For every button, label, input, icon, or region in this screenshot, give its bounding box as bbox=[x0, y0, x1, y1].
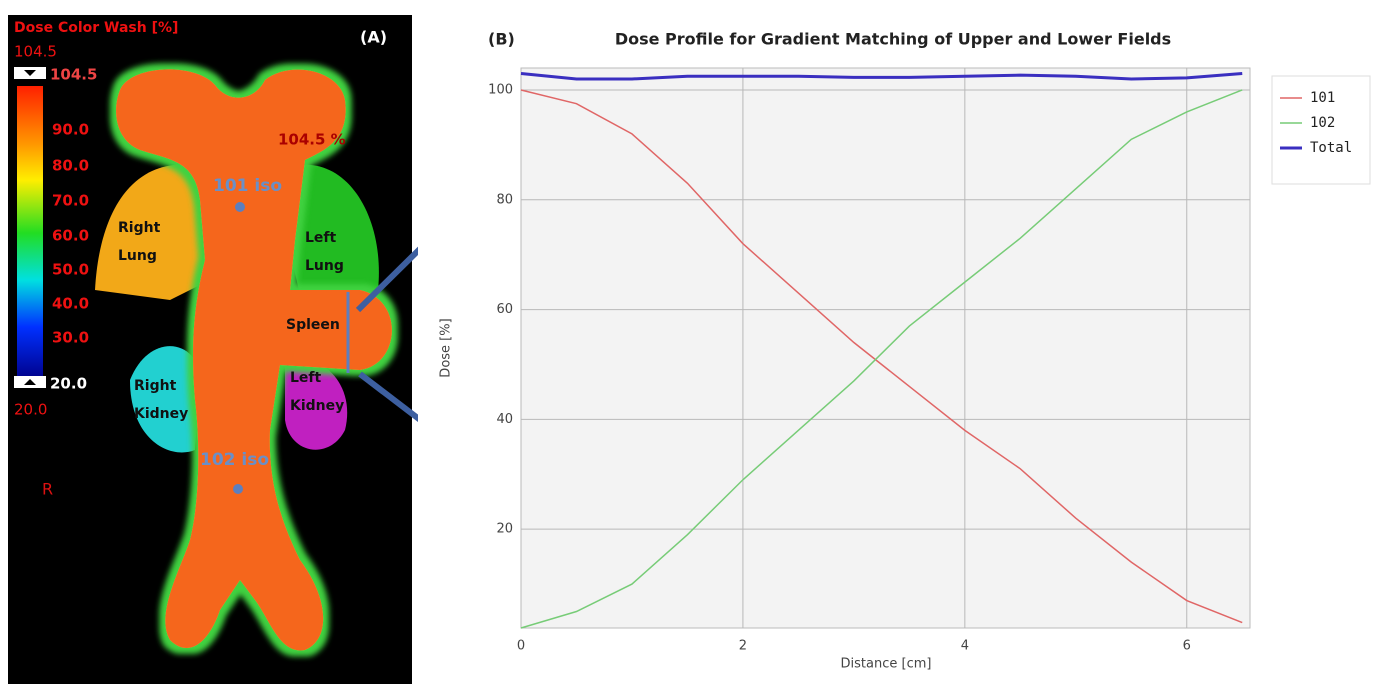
y-tick-label: 60 bbox=[496, 302, 513, 317]
right-lung bbox=[95, 164, 215, 300]
iso-label: 102 iso bbox=[200, 450, 269, 470]
chart: (B) Dose Profile for Gradient Matching o… bbox=[418, 30, 1380, 684]
organ-label: Lung bbox=[305, 258, 344, 274]
y-tick-label: 100 bbox=[488, 82, 513, 97]
dose-wash bbox=[116, 69, 392, 651]
organ-label: Kidney bbox=[134, 406, 188, 422]
colorbar-label: 70.0 bbox=[52, 192, 89, 210]
colorbar-label: 40.0 bbox=[52, 295, 89, 313]
x-tick-label: 2 bbox=[739, 639, 747, 654]
colorbar-title: Dose Color Wash [%] bbox=[14, 20, 178, 36]
organ-label: Spleen bbox=[286, 317, 340, 333]
colorbar-label: 60.0 bbox=[52, 227, 89, 245]
colorbar-label: 80.0 bbox=[52, 157, 89, 175]
y-tick-label: 80 bbox=[496, 192, 513, 207]
plot-area bbox=[520, 67, 1251, 629]
legend bbox=[1271, 75, 1371, 185]
data-line bbox=[520, 71, 1243, 81]
organ-label: Left bbox=[290, 370, 322, 386]
organ-label: Right bbox=[134, 378, 177, 394]
data-line bbox=[520, 89, 1243, 629]
legend-label: Total bbox=[1310, 140, 1352, 156]
data-line bbox=[520, 89, 1243, 624]
iso-label: 101 iso bbox=[213, 176, 282, 196]
orientation: R bbox=[42, 480, 53, 499]
left-lung bbox=[285, 164, 379, 295]
legend-label: 101 bbox=[1310, 90, 1335, 106]
x-tick-label: 6 bbox=[1183, 639, 1191, 654]
handle-icon bbox=[24, 70, 36, 76]
handle-icon bbox=[24, 379, 36, 385]
organ-label: Lung bbox=[118, 248, 157, 264]
y-axis-label: Dose [%] bbox=[439, 318, 454, 377]
x-axis-label: Distance [cm] bbox=[841, 657, 932, 672]
max-label: 104.5 bbox=[14, 43, 57, 61]
colorbar-label: 50.0 bbox=[52, 261, 89, 279]
left-kidney bbox=[285, 355, 348, 450]
hotspot-label: 104.5 % bbox=[278, 131, 346, 149]
iso-point bbox=[233, 484, 243, 494]
chart-title: Dose Profile for Gradient Matching of Up… bbox=[615, 30, 1171, 49]
panel-label: (B) bbox=[488, 30, 515, 49]
x-tick-label: 0 bbox=[517, 639, 525, 654]
min-marker: 20.0 bbox=[50, 375, 87, 393]
y-tick-label: 20 bbox=[496, 522, 513, 537]
colorbar-label: 90.0 bbox=[52, 121, 89, 139]
panel-label: (A) bbox=[360, 28, 387, 47]
min-label: 20.0 bbox=[14, 401, 47, 419]
organ-label: Right bbox=[118, 220, 161, 236]
x-tick-label: 4 bbox=[961, 639, 969, 654]
iso-point bbox=[235, 202, 245, 212]
panel-a bbox=[8, 15, 412, 684]
colorbar-label: 30.0 bbox=[52, 329, 89, 347]
colorbar bbox=[17, 86, 43, 380]
organ-label: Kidney bbox=[290, 398, 344, 414]
y-tick-label: 40 bbox=[496, 412, 513, 427]
organ-label: Left bbox=[305, 230, 337, 246]
max-marker: 104.5 bbox=[50, 66, 97, 84]
legend-label: 102 bbox=[1310, 115, 1335, 131]
right-kidney bbox=[130, 346, 200, 453]
